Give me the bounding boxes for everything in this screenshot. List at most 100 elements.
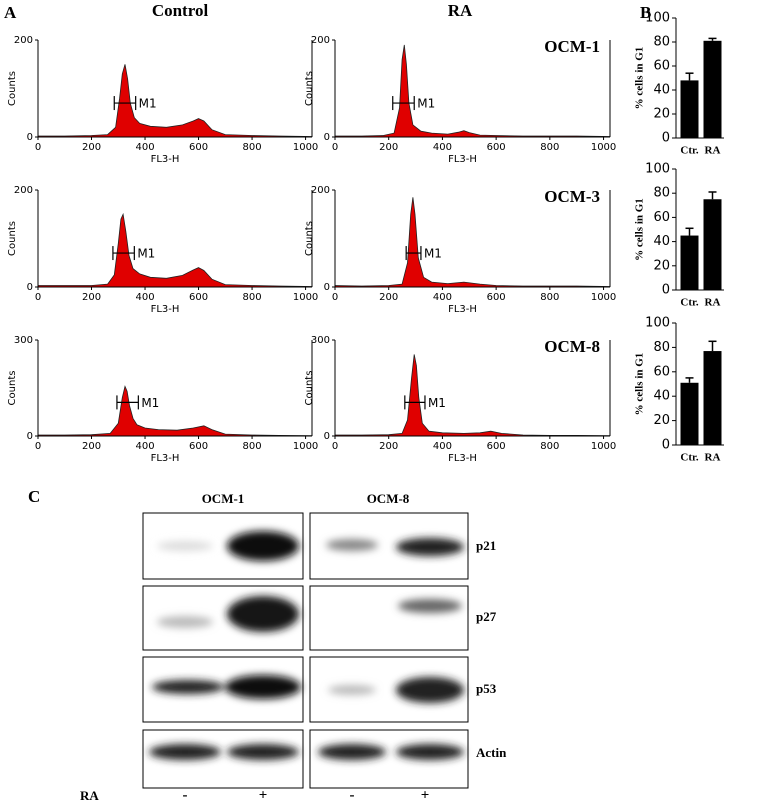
y-tick-label: 0 — [27, 431, 33, 442]
protein-label: Actin — [476, 745, 507, 760]
histogram: 0 200 400 600 800 1000 0 300 FL3-H Counts M1 OCM-8 — [304, 335, 616, 464]
x-tick-label: 600 — [189, 292, 208, 303]
band — [149, 744, 221, 760]
panel-label: A — [4, 3, 17, 22]
y-tick-label: 0 — [662, 131, 670, 146]
y-tick-label: 100 — [645, 11, 670, 26]
band — [398, 599, 462, 613]
blot-column-title: OCM-1 — [202, 491, 245, 506]
x-tick-label: 1000 — [293, 142, 318, 153]
y-tick-label: 60 — [653, 59, 670, 74]
x-tick-label: RA — [705, 452, 721, 464]
gate-label: M1 — [141, 396, 159, 410]
band — [396, 677, 464, 703]
column-title: RA — [448, 1, 473, 20]
x-tick-label: 800 — [540, 142, 559, 153]
histogram: 0 200 400 600 800 1000 0 200 FL3-H Counts M1 — [7, 185, 318, 315]
bar — [703, 199, 722, 290]
x-tick-label: 400 — [135, 441, 154, 452]
y-tick-label: 200 — [311, 35, 330, 46]
histogram: 0 200 400 600 800 1000 0 200 FL3-H Counts M1 OCM-3 — [304, 185, 616, 315]
gate-label: M1 — [137, 247, 155, 261]
bar — [680, 80, 699, 138]
y-tick-label: 0 — [662, 283, 670, 298]
histogram-area — [37, 64, 313, 138]
histogram: 0 200 400 600 800 1000 0 300 FL3-H Counts M1 — [7, 335, 318, 464]
y-tick-label: 20 — [653, 258, 670, 273]
y-tick-label: 0 — [27, 282, 33, 293]
y-tick-label: 80 — [653, 35, 670, 50]
y-tick-label: 20 — [653, 107, 670, 122]
y-tick-label: 40 — [653, 83, 670, 98]
histogram-area — [334, 44, 611, 138]
x-tick-label: 0 — [35, 142, 41, 153]
bands — [149, 531, 464, 760]
x-tick-label: 400 — [433, 142, 452, 153]
band — [396, 744, 464, 760]
lane-label: + — [259, 787, 268, 803]
x-tick-label: 400 — [433, 441, 452, 452]
blot-column-title: OCM-8 — [367, 491, 410, 506]
histogram: 0 200 400 600 800 1000 0 200 FL3-H Counts M1 — [7, 35, 318, 165]
panel-label: B — [640, 3, 651, 22]
x-tick-label: Ctr. — [680, 297, 698, 309]
x-tick-label: 200 — [82, 441, 101, 452]
gate-label: M1 — [417, 97, 435, 111]
x-tick-label: 0 — [35, 441, 41, 452]
x-tick-label: 1000 — [591, 441, 616, 452]
band — [227, 596, 299, 632]
y-tick-label: 0 — [27, 132, 33, 143]
x-tick-label: 0 — [332, 142, 338, 153]
row-label: OCM-8 — [544, 337, 600, 356]
band — [157, 616, 213, 628]
band — [227, 744, 299, 760]
bar — [703, 40, 722, 138]
y-tick-label: 20 — [653, 413, 670, 428]
x-tick-label: 1000 — [591, 292, 616, 303]
y-tick-label: 0 — [324, 282, 330, 293]
x-tick-label: 200 — [379, 142, 398, 153]
treatment-label: RA — [80, 788, 99, 803]
x-tick-label: 800 — [243, 142, 262, 153]
x-tick-label: 800 — [540, 441, 559, 452]
x-tick-label: 1000 — [293, 292, 318, 303]
x-tick-label: 600 — [487, 292, 506, 303]
y-tick-label: 60 — [653, 210, 670, 225]
histogram-area — [334, 354, 611, 437]
x-tick-label: 1000 — [591, 142, 616, 153]
y-tick-label: 300 — [311, 335, 330, 346]
blot-box — [309, 585, 469, 651]
gate-label: M1 — [424, 247, 442, 261]
y-axis-label: % cells in G1 — [634, 47, 646, 110]
x-axis-label: FL3-H — [448, 154, 477, 165]
y-tick-label: 60 — [653, 364, 670, 379]
y-axis-label: Counts — [7, 71, 18, 106]
protein-label: p53 — [476, 681, 497, 696]
y-axis-label: % cells in G1 — [634, 198, 646, 261]
y-axis-label: Counts — [7, 221, 18, 256]
gate-label: M1 — [428, 396, 446, 410]
y-tick-label: 100 — [645, 316, 670, 331]
bar — [703, 351, 722, 445]
y-tick-label: 200 — [311, 185, 330, 196]
row-label: OCM-1 — [544, 37, 600, 56]
panel-label: C — [28, 487, 40, 506]
band — [326, 539, 378, 551]
y-tick-label: 40 — [653, 234, 670, 249]
lane-label: - — [350, 787, 355, 803]
x-axis-label: FL3-H — [151, 154, 180, 165]
x-tick-label: 200 — [379, 441, 398, 452]
y-tick-label: 0 — [324, 431, 330, 442]
x-tick-label: 400 — [433, 292, 452, 303]
x-tick-label: 600 — [487, 142, 506, 153]
x-tick-label: 800 — [243, 292, 262, 303]
y-axis-label: % cells in G1 — [634, 353, 646, 416]
western-blot: OCM-1 OCM-8 p21 p27 p53 — [80, 491, 507, 803]
x-tick-label: 200 — [82, 292, 101, 303]
x-tick-label: 600 — [189, 441, 208, 452]
x-tick-label: 600 — [487, 441, 506, 452]
x-axis-label: FL3-H — [448, 304, 477, 315]
lane-label: + — [421, 787, 430, 803]
column-title: Control — [152, 1, 209, 20]
y-axis-label: Counts — [304, 371, 315, 406]
